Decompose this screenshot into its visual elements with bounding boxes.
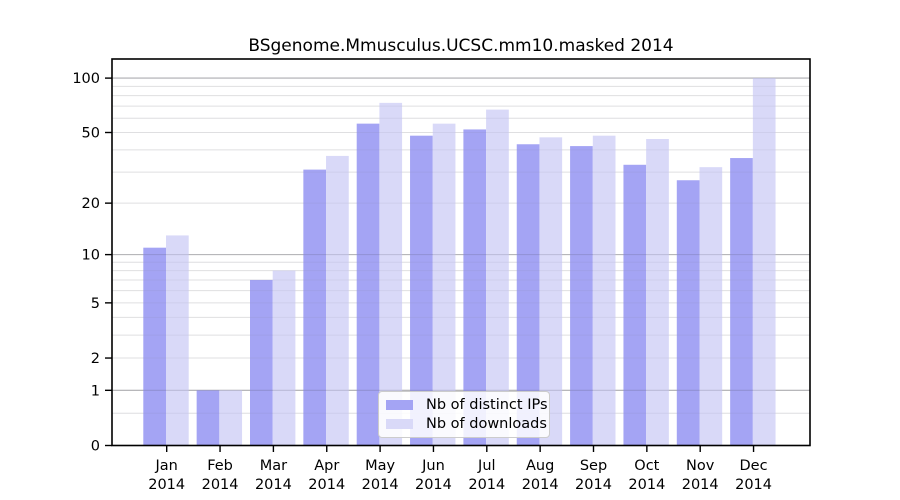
bar-distinct-ips-sep — [570, 146, 593, 446]
bar-downloads-sep — [592, 135, 616, 446]
bar-distinct-ips-may — [356, 123, 380, 446]
y-tick-label: 1 — [91, 383, 100, 399]
y-tick-label: 50 — [82, 126, 100, 142]
legend-label-downloads: Nb of downloads — [426, 416, 547, 432]
legend-item-distinct-ips: Nb of distinct IPs — [386, 397, 548, 413]
x-tick-label-year: 2014 — [308, 477, 345, 493]
x-tick-label-month: Oct — [634, 458, 659, 474]
x-tick-label-year: 2014 — [682, 477, 719, 493]
bar-downloads-mar — [272, 270, 296, 446]
bar-distinct-ips-jun — [410, 135, 433, 446]
bar-distinct-ips-mar — [250, 279, 273, 446]
x-tick-label-year: 2014 — [255, 477, 292, 493]
legend-swatch-downloads — [386, 419, 413, 429]
y-tick-label: 20 — [82, 196, 100, 212]
legend: Nb of distinct IPs Nb of downloads — [378, 391, 550, 438]
x-tick-label-month: Nov — [686, 458, 715, 474]
bar-downloads-jun — [432, 123, 456, 446]
bar-downloads-oct — [646, 139, 669, 446]
x-tick-label-month: Mar — [260, 458, 287, 474]
y-tick-label: 100 — [72, 71, 100, 87]
x-tick-label-year: 2014 — [415, 477, 452, 493]
y-tick-label: 5 — [91, 296, 100, 312]
x-tick-label-month: Jan — [155, 458, 178, 474]
bar-downloads-nov — [699, 167, 723, 446]
x-tick-label-month: Jul — [477, 458, 496, 474]
x-tick-label-month: Feb — [207, 458, 233, 474]
bar-distinct-ips-jan — [143, 247, 166, 446]
bar-distinct-ips-jul — [463, 129, 487, 446]
x-tick-label-year: 2014 — [362, 477, 399, 493]
x-tick-label-year: 2014 — [468, 477, 505, 493]
y-tick-label: 2 — [91, 351, 100, 367]
y-tick-label: 10 — [82, 248, 100, 264]
x-tick-label-month: Apr — [314, 458, 339, 474]
bar-distinct-ips-dec — [730, 158, 753, 446]
y-tick-label: 0 — [91, 439, 100, 455]
x-tick-label-month: Jun — [421, 458, 445, 474]
x-tick-label-month: Sep — [580, 458, 607, 474]
x-tick-label-month: May — [365, 458, 395, 474]
x-tick-label-month: Dec — [740, 458, 768, 474]
x-tick-label-year: 2014 — [148, 477, 185, 493]
bar-downloads-dec — [752, 78, 776, 446]
bar-distinct-ips-oct — [623, 164, 647, 446]
plot-frame — [111, 58, 811, 447]
chart-title: BSgenome.Mmusculus.UCSC.mm10.masked 2014 — [248, 36, 674, 56]
x-tick-label-year: 2014 — [628, 477, 665, 493]
x-tick-label-year: 2014 — [202, 477, 239, 493]
bar-downloads-apr — [326, 155, 349, 446]
bar-downloads-aug — [539, 137, 563, 446]
bar-downloads-jul — [486, 109, 509, 446]
x-tick-label-month: Aug — [526, 458, 554, 474]
bar-distinct-ips-nov — [676, 180, 700, 446]
x-tick-label-year: 2014 — [575, 477, 612, 493]
bar-downloads-may — [379, 102, 403, 446]
bar-distinct-ips-apr — [303, 169, 327, 446]
legend-item-downloads: Nb of downloads — [386, 416, 547, 432]
x-tick-label-year: 2014 — [735, 477, 772, 493]
bar-downloads-feb — [219, 390, 243, 446]
bar-distinct-ips-aug — [516, 144, 540, 446]
bar-distinct-ips-feb — [196, 390, 220, 446]
x-tick-label-year: 2014 — [522, 477, 559, 493]
bar-downloads-jan — [166, 235, 189, 446]
legend-label-distinct-ips: Nb of distinct IPs — [426, 397, 548, 413]
legend-swatch-distinct-ips — [386, 400, 413, 410]
